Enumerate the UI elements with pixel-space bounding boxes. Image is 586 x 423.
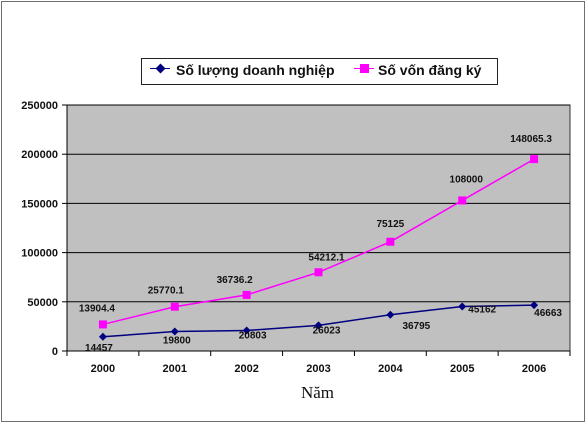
data-label: 25770.1 <box>148 286 185 297</box>
y-tick-label: 150000 <box>21 198 58 210</box>
data-label: 108000 <box>450 174 484 185</box>
legend: Số lượng doanh nghiệp Số vốn đăng ký <box>141 58 498 85</box>
y-tick-label: 250000 <box>21 100 58 112</box>
data-point-marker <box>242 290 251 299</box>
data-label: 36736.2 <box>217 275 254 286</box>
x-tick-label: 2003 <box>306 363 330 375</box>
x-tick-label: 2004 <box>378 363 403 375</box>
data-point-marker <box>530 301 539 310</box>
y-tick-label: 50000 <box>27 297 58 309</box>
data-label: 54212.1 <box>308 252 345 263</box>
data-label: 45162 <box>468 305 496 316</box>
data-point-marker <box>458 196 467 205</box>
data-point-marker <box>242 326 251 335</box>
data-label: 19800 <box>163 336 191 347</box>
data-point-marker <box>458 302 467 311</box>
x-tick-label: 2001 <box>163 363 187 375</box>
legend-label-enterprises: Số lượng doanh nghiệp <box>176 62 335 78</box>
x-tick-label: 2006 <box>522 363 546 375</box>
x-tick-label: 2000 <box>91 363 115 375</box>
data-label: 75125 <box>376 219 404 230</box>
y-tick-label: 200000 <box>21 149 58 161</box>
y-tick-label: 100000 <box>21 248 58 260</box>
data-label: 148065.3 <box>510 134 552 145</box>
data-label: 36795 <box>402 321 430 332</box>
data-label: 13904.4 <box>79 303 116 314</box>
legend-marker-enterprises <box>155 63 166 74</box>
data-point-marker <box>386 237 395 246</box>
data-point-marker <box>170 327 179 336</box>
y-tick-label: 0 <box>52 346 58 358</box>
data-label: 20803 <box>239 331 267 342</box>
data-label: 46663 <box>534 308 562 319</box>
data-point-marker <box>314 321 323 330</box>
data-point-marker <box>386 310 395 319</box>
data-point-marker <box>314 268 323 277</box>
x-tick-label: 2002 <box>234 363 258 375</box>
data-point-marker <box>170 302 179 311</box>
data-point-marker <box>530 155 539 164</box>
x-tick-label: 2005 <box>450 363 474 375</box>
data-point-marker <box>98 332 107 341</box>
plot-area <box>66 104 571 352</box>
legend-label-capital: Số vốn đăng ký <box>378 62 482 78</box>
data-label: 26023 <box>313 325 341 336</box>
x-axis-title: Năm <box>301 383 334 402</box>
data-point-marker <box>98 320 107 329</box>
data-label: 14457 <box>85 343 113 354</box>
legend-marker-capital <box>360 64 369 73</box>
